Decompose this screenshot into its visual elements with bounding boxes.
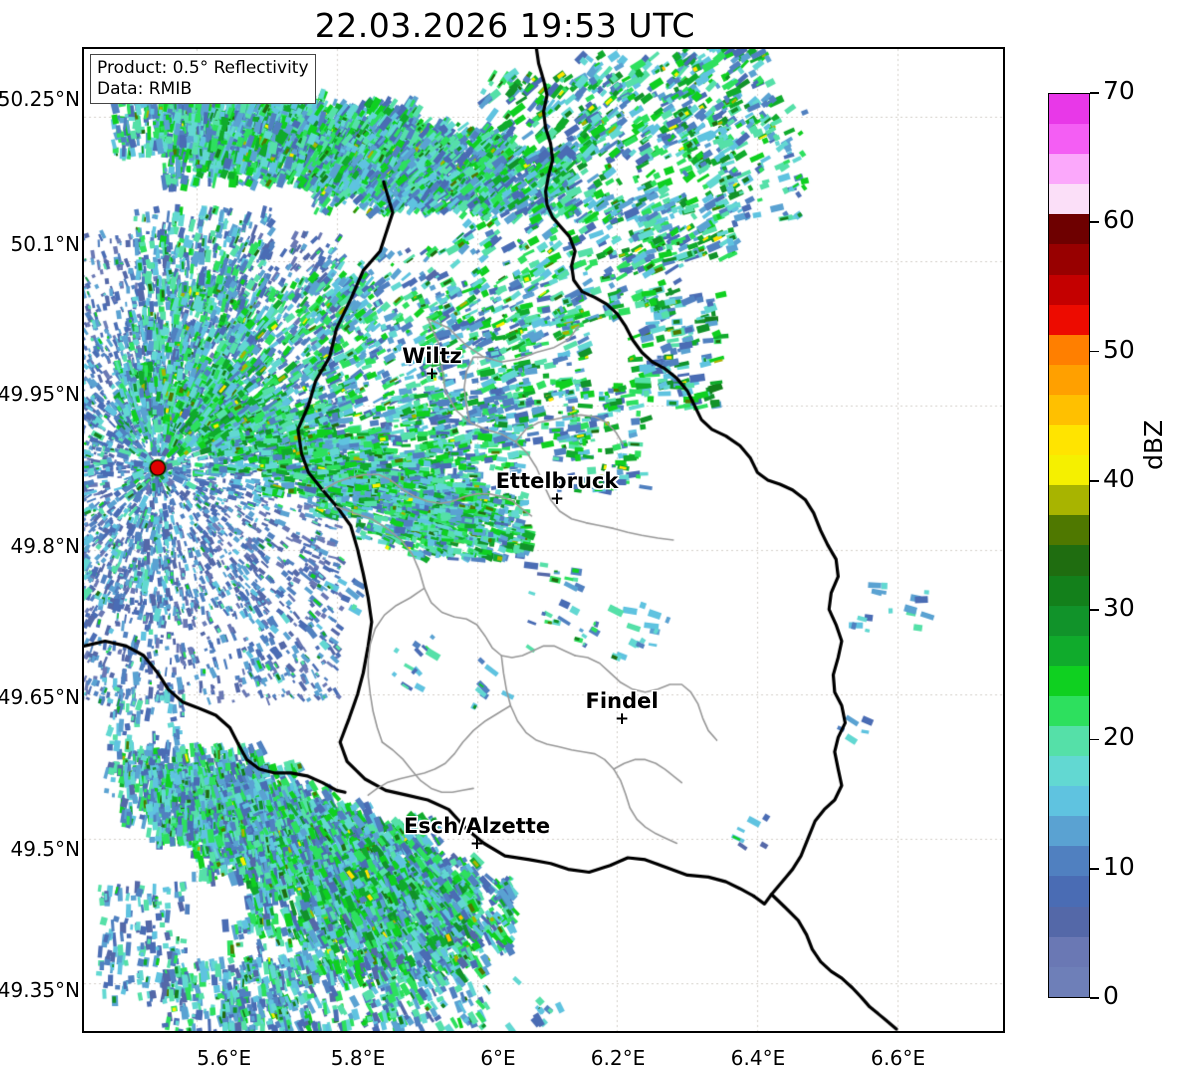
colorbar-segment [1049,665,1089,696]
radar-map-plot[interactable]: Product: 0.5° Reflectivity Data: RMIB Wi… [82,47,1005,1033]
colorbar-segment [1049,635,1089,666]
colorbar-segment [1049,846,1089,877]
x-tick-label-4: 6.4°E [730,1046,786,1070]
y-tick-label-4: 49.65°N [0,685,80,709]
colorbar-segment [1049,695,1089,726]
x-tick-label-0: 5.6°E [196,1046,252,1070]
colorbar-segment [1049,605,1089,636]
colorbar-segment [1049,184,1089,215]
colorbar-tick [1090,997,1099,999]
city-marker-icon: + [424,364,440,384]
colorbar-segment [1049,94,1089,125]
colorbar-tick [1090,480,1099,482]
colorbar-segment [1049,786,1089,817]
city-name: Esch/Alzette [403,814,551,838]
product-line: Product: 0.5° Reflectivity [97,58,309,78]
colorbar-segment [1049,876,1089,907]
city-marker-icon: + [469,834,485,854]
colorbar-tick-label: 70 [1103,76,1135,105]
colorbar-segment [1049,455,1089,486]
colorbar-segment [1049,334,1089,365]
city-name: Findel [585,689,659,713]
colorbar-segment [1049,575,1089,606]
city-marker-icon: + [549,489,565,509]
colorbar-tick [1090,221,1099,224]
city-marker-icon: + [614,709,630,729]
colorbar-tick-label: 10 [1103,851,1135,881]
colorbar-tick [1090,738,1099,741]
colorbar-tick-label: 20 [1103,722,1135,752]
city-label-ettelbruck: Ettelbruck + [462,469,652,509]
colorbar-segment [1049,425,1089,456]
colorbar-tick-label: 40 [1103,463,1135,493]
y-tick-label-3: 49.8°N [10,534,81,558]
data-source-line: Data: RMIB [97,78,192,99]
product-info-box: Product: 0.5° Reflectivity Data: RMIB [90,54,316,105]
colorbar-segment [1049,515,1089,546]
y-tick-label-0: 50.25°N [0,87,80,111]
colorbar [1048,93,1090,998]
colorbar-segment [1049,304,1089,335]
colorbar-segment [1049,154,1089,185]
colorbar-segment [1049,244,1089,275]
colorbar-segment [1049,485,1089,516]
city-name: Wiltz [402,344,462,368]
colorbar-segment [1049,545,1089,576]
colorbar-segment [1049,966,1089,997]
colorbar-segment [1049,364,1089,395]
colorbar-segment [1049,214,1089,245]
x-tick-label-3: 6.2°E [590,1046,646,1070]
y-tick-label-6: 49.35°N [0,978,80,1002]
page-title: 22.03.2026 19:53 UTC [314,6,696,45]
colorbar-tick-label: 50 [1103,334,1135,364]
colorbar-segment [1049,124,1089,155]
colorbar-title: dBZ [1139,419,1168,470]
city-name: Ettelbruck [495,469,619,493]
colorbar-tick-label: 30 [1103,593,1135,623]
x-tick-label-1: 5.8°E [330,1046,386,1070]
city-label-wiltz: Wiltz + [352,344,512,384]
colorbar-tick-label: 0 [1103,981,1119,1010]
y-tick-label-1: 50.1°N [10,232,81,256]
colorbar-segment [1049,756,1089,787]
colorbar-segment [1049,274,1089,305]
x-tick-label-5: 6.6°E [870,1046,926,1070]
y-tick-label-2: 49.95°N [0,382,80,406]
colorbar-segment [1049,725,1089,757]
y-tick-label-5: 49.5°N [10,837,81,861]
colorbar-segment [1049,936,1089,967]
colorbar-tick [1090,92,1099,94]
colorbar-tick [1090,350,1099,353]
colorbar-segment [1049,906,1089,937]
city-label-findel: Findel + [532,689,712,729]
colorbar-segment [1049,816,1089,847]
city-label-esch-alzette: Esch/Alzette + [374,814,580,854]
colorbar-tick [1090,609,1099,611]
x-tick-label-2: 6°E [480,1046,516,1070]
colorbar-tick-label: 60 [1103,205,1135,235]
colorbar-segment [1049,394,1089,426]
radar-echo-canvas [84,49,1003,1031]
colorbar-tick [1090,867,1099,870]
